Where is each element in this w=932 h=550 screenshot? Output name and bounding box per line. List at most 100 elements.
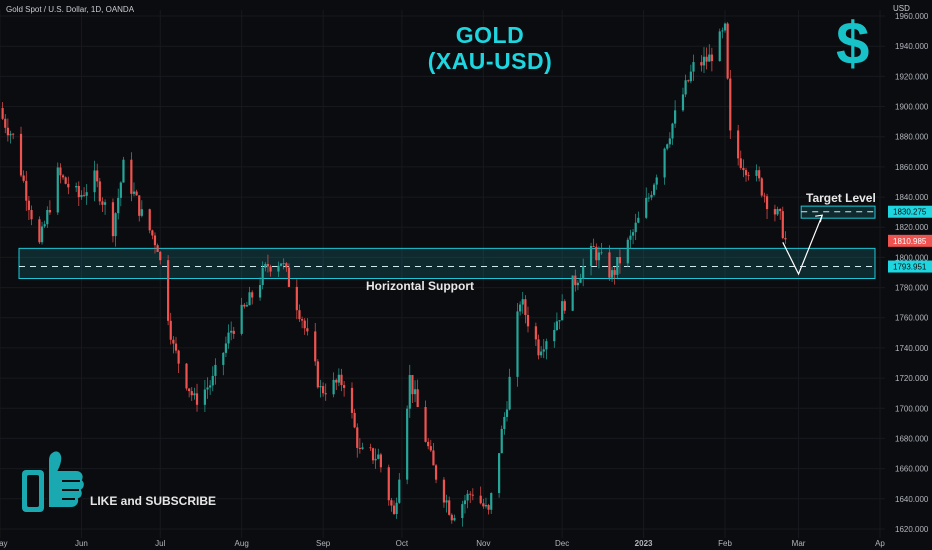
candle-body (188, 388, 191, 392)
candle (763, 192, 766, 203)
candle (132, 182, 136, 197)
candle (508, 368, 511, 411)
candle-body (479, 495, 482, 504)
candle (59, 163, 62, 184)
candle-body (432, 450, 435, 466)
candle (652, 182, 656, 197)
candle-body (765, 196, 769, 210)
candle-body (209, 385, 212, 388)
candle-body (571, 275, 574, 311)
candle-body (534, 326, 537, 340)
candle (61, 173, 65, 180)
candle-body (22, 175, 25, 181)
candle (445, 494, 448, 513)
support-price-badge (888, 260, 932, 273)
candle-body (185, 363, 188, 389)
candle (324, 383, 327, 401)
candle-body (59, 167, 62, 176)
candle (616, 256, 619, 279)
x-tick-label: Feb (718, 539, 732, 548)
candle-body (303, 320, 306, 329)
candle-body (555, 321, 558, 330)
candle (434, 464, 438, 484)
candle-body (227, 332, 230, 344)
candle-body (689, 71, 692, 82)
candle (779, 208, 782, 220)
candle-body (773, 209, 777, 215)
y-tick-label: 1920.000 (895, 72, 929, 81)
candle (534, 322, 537, 347)
candle-body (101, 201, 104, 205)
candle (668, 132, 671, 148)
candle (230, 321, 233, 341)
candle (38, 216, 41, 245)
candle-body (4, 118, 7, 128)
candle (159, 251, 162, 265)
candle-body (482, 503, 485, 507)
candle (266, 254, 270, 273)
candle-body (224, 343, 228, 353)
candle (80, 190, 83, 200)
candle (398, 473, 401, 504)
candle-body (608, 252, 611, 278)
candle (167, 255, 170, 326)
y-tick-label: 1860.000 (895, 163, 929, 172)
x-tick-label: Jun (75, 539, 88, 548)
candle-body (519, 304, 522, 312)
candle (122, 156, 125, 183)
candle (490, 492, 493, 514)
candle-body (140, 209, 143, 216)
candle-body (758, 170, 761, 179)
candle (684, 74, 687, 98)
candle-body (634, 222, 637, 233)
candle-body (316, 361, 319, 388)
candle-body (469, 493, 472, 495)
candle-body (56, 167, 59, 213)
x-tick-label: Oct (396, 539, 409, 548)
candle (631, 229, 635, 245)
dollar-sign-icon: $ (836, 10, 870, 77)
candle-body (647, 197, 650, 199)
y-tick-label: 1760.000 (895, 314, 929, 323)
candle (739, 150, 742, 170)
candle (466, 490, 469, 509)
candle (450, 513, 453, 524)
candle-body (19, 133, 23, 176)
last-price-badge (888, 234, 932, 247)
candle (227, 324, 230, 349)
candle-body (582, 266, 585, 279)
candle-body (600, 252, 603, 254)
candle (408, 364, 411, 418)
candle (487, 503, 490, 515)
candle-body (25, 180, 28, 201)
candle-body (450, 514, 453, 521)
candle (655, 174, 658, 190)
candle (645, 187, 648, 220)
candle (574, 269, 577, 292)
candle-body (742, 167, 745, 171)
candle (332, 372, 335, 398)
candle (555, 312, 558, 331)
candle (597, 246, 601, 269)
candle-body (350, 387, 354, 413)
candle (12, 132, 15, 140)
last-price-badge-text: 1810.985 (893, 237, 927, 246)
candle (25, 170, 28, 211)
y-tick-label: 1700.000 (895, 404, 929, 413)
y-tick-label: 1660.000 (895, 465, 929, 474)
candle (592, 238, 595, 248)
candle (553, 322, 556, 348)
candle-body (416, 389, 419, 407)
candle-body (739, 158, 742, 168)
candle-body (487, 505, 490, 510)
candle (101, 197, 104, 213)
candle (361, 442, 364, 450)
candle-body (424, 406, 427, 442)
candle-body (737, 130, 740, 159)
candle-body (484, 505, 488, 507)
candle-body (784, 238, 787, 240)
candle (729, 69, 732, 139)
candle-body (211, 375, 214, 386)
candle-body (592, 246, 595, 247)
